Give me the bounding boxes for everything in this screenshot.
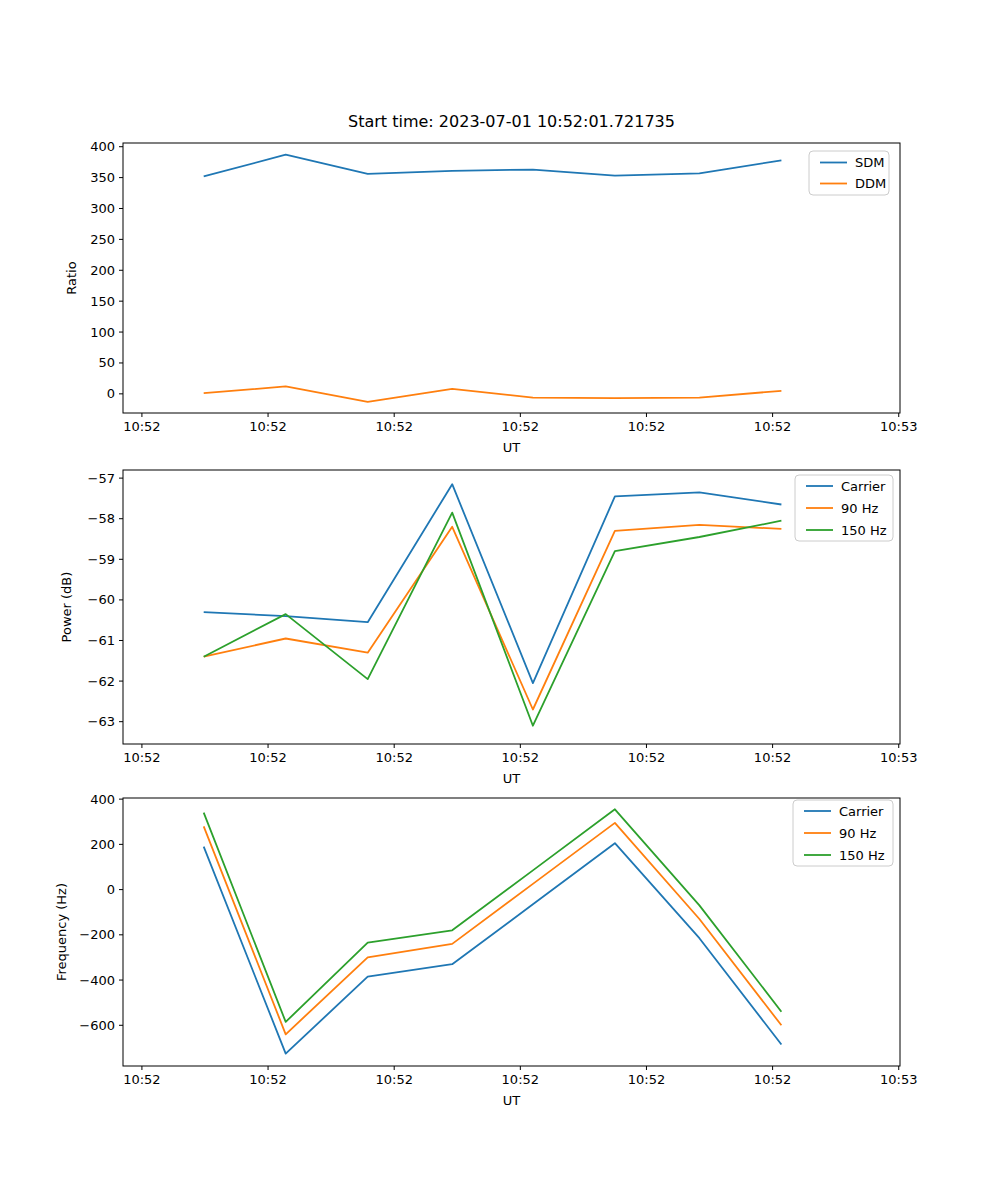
x-tick-label: 10:53 xyxy=(880,1072,917,1087)
x-tick-label: 10:52 xyxy=(754,1072,791,1087)
frequency-chart-svg: 10:52 10:52 10:52 10:52 10:52 10:52 10:53 −600 −… xyxy=(0,0,1000,1200)
x-tick-label: 10:52 xyxy=(375,1072,412,1087)
y-tick-label: −200 xyxy=(79,927,115,942)
x-axis-label: UT xyxy=(503,1093,521,1108)
legend-entry-label: Carrier xyxy=(839,804,884,819)
x-tick-label: 10:52 xyxy=(628,1072,665,1087)
x-tick-label: 10:52 xyxy=(123,1072,160,1087)
x-tick-label: 10:52 xyxy=(502,1072,539,1087)
y-tick-label: −400 xyxy=(79,973,115,988)
y-tick-label: 200 xyxy=(90,837,115,852)
legend-entry-label: 150 Hz xyxy=(839,848,885,863)
figure: Start time: 2023-07-01 10:52:01.721735 1… xyxy=(0,0,1000,1200)
x-tick-label: 10:52 xyxy=(249,1072,286,1087)
legend-entry-label: 90 Hz xyxy=(839,826,876,841)
y-tick-label: −600 xyxy=(79,1018,115,1033)
plot-spines xyxy=(123,798,900,1066)
y-tick-label: 0 xyxy=(107,882,115,897)
y-axis-label: Frequency (Hz) xyxy=(54,883,69,981)
y-tick-label: 400 xyxy=(90,792,115,807)
